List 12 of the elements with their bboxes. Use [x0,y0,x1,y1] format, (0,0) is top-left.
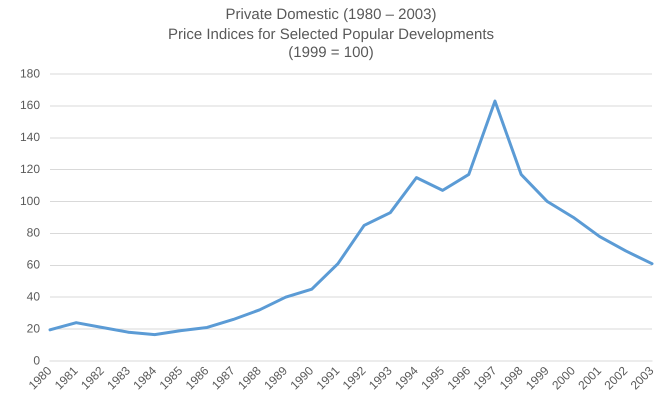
y-tick-label: 0 [33,353,40,368]
y-tick-label: 120 [20,162,40,176]
y-tick-label: 180 [20,66,40,80]
y-tick-label: 20 [26,321,40,336]
y-tick-label: 160 [20,98,40,112]
y-tick-label: 140 [20,130,40,144]
chart-subtitle: Price Indices for Selected Popular Developments (1999 = 100) [168,26,494,62]
y-tick-label: 100 [20,194,40,208]
y-tick-label: 40 [26,289,40,304]
y-tick-label: 60 [26,258,40,272]
chart-title: Private Domestic (1980 – 2003) [226,6,436,24]
y-tick-label: 80 [26,226,40,240]
